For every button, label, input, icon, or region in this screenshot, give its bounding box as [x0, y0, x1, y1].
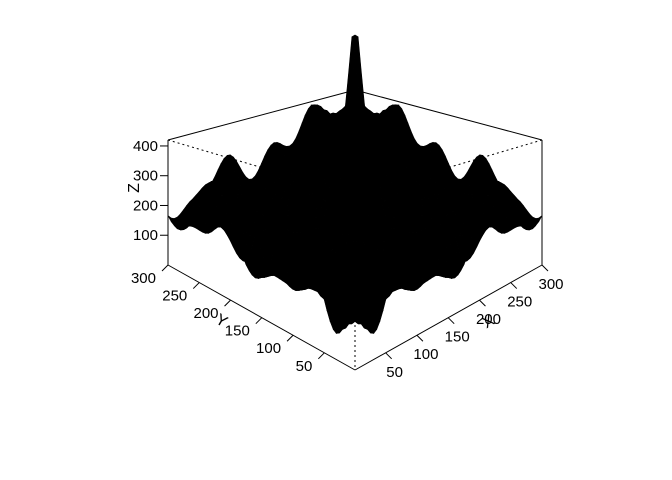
y-tick — [255, 317, 263, 325]
y-tick — [192, 282, 200, 289]
z-tick-label: 200 — [133, 197, 158, 214]
y-tick — [286, 334, 294, 342]
y-tick-label: 200 — [194, 305, 219, 322]
y-tick-label: 150 — [225, 323, 250, 340]
x-tick-label: 50 — [386, 364, 403, 381]
z-axis-title: Z — [126, 183, 143, 193]
z-tick-label: 100 — [133, 227, 158, 244]
top-edge-left — [167, 89, 356, 141]
x-tick — [541, 264, 549, 272]
y-tick-label: 50 — [296, 358, 313, 375]
surface-mesh — [167, 34, 543, 334]
top-edge-right — [354, 89, 543, 141]
y-tick — [318, 352, 325, 360]
axes: 50 100 150 200 250 300 50 100 150 200 250 300 100 200… — [131, 138, 564, 381]
back-box-edges — [167, 139, 543, 370]
x-tick-label: 100 — [413, 346, 438, 363]
x-tick — [385, 352, 392, 360]
surface-facet — [351, 296, 359, 311]
x-tick — [479, 299, 486, 307]
x-tick-label: 150 — [445, 329, 470, 346]
z-tick-label: 400 — [133, 138, 158, 155]
y-tick — [161, 264, 169, 272]
x-tick — [447, 317, 455, 325]
y-tick — [224, 299, 231, 307]
y-tick-label: 250 — [162, 288, 187, 305]
y-tick-label: 100 — [256, 340, 281, 357]
x-tick-label: 200 — [476, 311, 501, 328]
x-tick — [510, 282, 518, 289]
x-tick — [416, 334, 424, 342]
y-tick-label: 300 — [131, 270, 156, 287]
x-tick-label: 300 — [538, 276, 563, 293]
x-tick-label: 250 — [507, 294, 532, 311]
z-tick-label: 300 — [133, 168, 158, 185]
